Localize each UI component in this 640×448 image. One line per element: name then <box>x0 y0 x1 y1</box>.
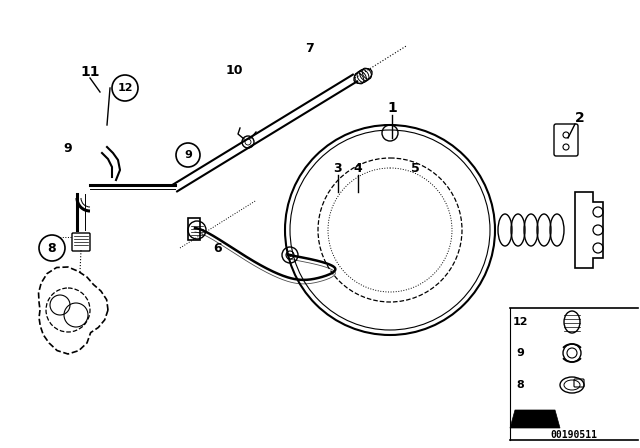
Text: 9: 9 <box>516 348 524 358</box>
Text: 12: 12 <box>117 83 132 93</box>
Text: 11: 11 <box>80 65 100 79</box>
Text: 8: 8 <box>516 380 524 390</box>
Text: 1: 1 <box>387 101 397 115</box>
Text: 6: 6 <box>214 241 222 254</box>
Circle shape <box>112 75 138 101</box>
Circle shape <box>39 235 65 261</box>
Text: 9: 9 <box>184 150 192 160</box>
Text: 9: 9 <box>64 142 72 155</box>
Text: 00190511: 00190511 <box>550 430 598 440</box>
Polygon shape <box>510 410 560 428</box>
Text: 10: 10 <box>225 64 243 77</box>
Text: 2: 2 <box>575 111 585 125</box>
Text: 5: 5 <box>411 161 419 175</box>
Text: 12: 12 <box>512 317 528 327</box>
Text: 3: 3 <box>333 161 342 175</box>
Text: 7: 7 <box>306 42 314 55</box>
Circle shape <box>176 143 200 167</box>
Text: 4: 4 <box>354 161 362 175</box>
Text: 8: 8 <box>48 241 56 254</box>
